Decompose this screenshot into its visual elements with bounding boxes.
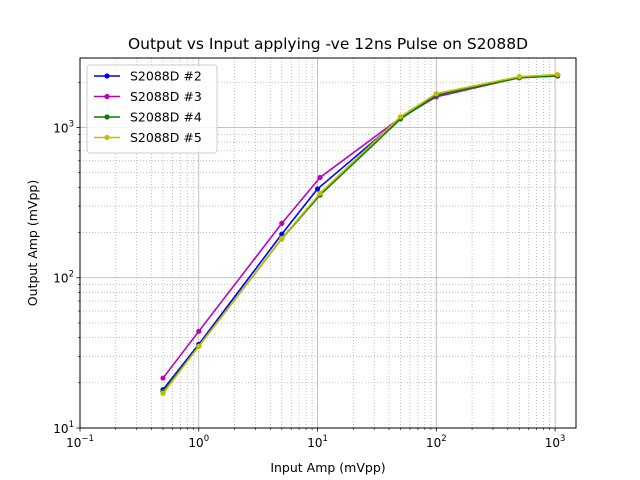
- series-layer: [160, 71, 561, 396]
- data-point: [196, 343, 202, 349]
- legend-label: S2088D #4: [130, 110, 202, 125]
- legend-swatch-marker: [104, 134, 110, 141]
- data-point: [433, 91, 439, 97]
- data-point: [516, 74, 522, 80]
- legend-item: S2088D #5: [94, 130, 202, 145]
- data-point: [160, 390, 166, 396]
- legend-item: S2088D #4: [94, 110, 202, 125]
- series-line: [162, 74, 558, 392]
- legend-swatch-marker: [104, 114, 110, 120]
- legend-item: S2088D #2: [94, 69, 202, 84]
- data-point: [160, 375, 166, 381]
- series-line: [162, 75, 558, 379]
- legend-label: S2088D #3: [130, 89, 202, 104]
- legend-box: [86, 64, 218, 154]
- legend: S2088D #2 S2088D #3 S2088D #4 S2088D #5: [86, 64, 218, 154]
- axis-ticks: 10−1 100 101 102 103 101 102 103: [53, 81, 566, 450]
- data-point: [555, 71, 561, 78]
- data-point: [196, 328, 202, 334]
- data-point: [317, 174, 323, 181]
- y-tick-label: 101: [53, 420, 74, 436]
- data-point: [314, 186, 321, 192]
- x-tick-label: 100: [188, 434, 209, 450]
- legend-label: S2088D #2: [130, 69, 202, 84]
- series-2: [160, 73, 561, 381]
- series-4: [160, 71, 561, 396]
- data-point: [279, 231, 285, 237]
- legend-label: S2088D #5: [130, 130, 202, 145]
- x-tick-label: 102: [426, 434, 447, 450]
- x-tick-label: 10−1: [66, 434, 94, 450]
- x-axis-label: Input Amp (mVpp): [270, 460, 385, 475]
- data-point: [317, 190, 323, 196]
- legend-swatch-marker: [104, 93, 110, 100]
- x-tick-label: 101: [307, 434, 328, 450]
- series-line: [162, 73, 558, 394]
- series-line: [162, 74, 558, 391]
- plot-frame: [79, 57, 577, 429]
- legend-swatch-marker: [104, 73, 110, 79]
- data-point: [397, 114, 404, 120]
- x-tick-label: 103: [545, 434, 566, 450]
- y-tick-label: 102: [53, 270, 74, 286]
- data-point: [279, 235, 285, 241]
- legend-item: S2088D #3: [94, 89, 202, 104]
- chart-title: Output vs Input applying -ve 12ns Pulse …: [128, 35, 528, 53]
- y-tick-label: 103: [53, 119, 74, 135]
- data-point: [279, 220, 285, 226]
- y-axis-label: Output Amp (mVpp): [25, 180, 40, 306]
- series-3: [160, 73, 561, 395]
